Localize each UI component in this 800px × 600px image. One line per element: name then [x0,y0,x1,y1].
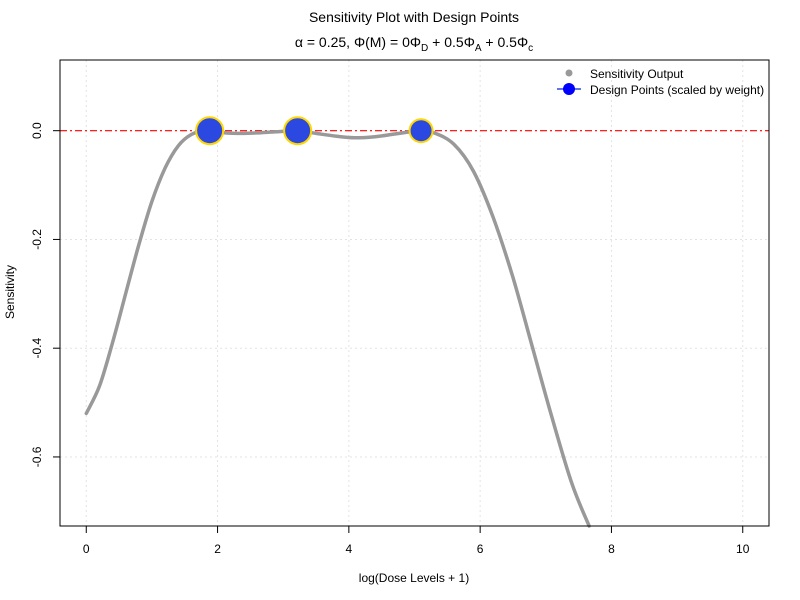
legend-sensitivity-label: Sensitivity Output [590,67,684,81]
legend-sensitivity-symbol [565,69,573,77]
subtitle-phi-c: Φ [517,34,528,50]
y-tick-label-1: -0.2 [30,229,44,250]
y-axis-label: Sensitivity [3,265,17,319]
x-tick-label-5: 10 [736,542,750,556]
subtitle-alpha-value: = 0.25, [303,34,354,50]
y-tick-label-3: -0.6 [30,446,44,467]
x-tick-label-2: 4 [346,542,353,556]
x-tick-label-0: 0 [83,542,90,556]
subtitle-sub-d: D [421,43,428,54]
y-axis-ticks: 0.0 -0.2 -0.4 -0.6 [30,122,60,467]
design-point-0 [195,116,225,146]
subtitle-phi-a: Φ [464,34,475,50]
chart-subtitle: α = 0.25, Φ(M) = 0ΦD + 0.5ΦA + 0.5Φc [295,34,533,54]
subtitle-alpha: α [295,34,303,50]
subtitle-phi: Φ [354,34,365,50]
x-tick-label-1: 2 [214,542,221,556]
legend: Sensitivity Output Design Points (scaled… [557,67,764,97]
plot-frame [59,59,770,527]
sensitivity-output-curve [84,128,591,528]
y-tick-label-2: -0.4 [30,338,44,359]
x-axis-ticks: 0 2 4 6 8 10 [83,526,750,556]
subtitle-sub-a: A [475,43,482,54]
subtitle-plus-1: + 0.5 [428,34,464,50]
design-point-1 [283,116,313,146]
design-points [195,116,434,146]
subtitle-equals: = 0 [386,34,410,50]
x-tick-label-3: 6 [477,542,484,556]
x-axis-label: log(Dose Levels + 1) [359,571,469,585]
chart-title: Sensitivity Plot with Design Points [309,9,519,25]
legend-design-symbol [563,83,575,95]
design-point-2 [408,118,434,144]
subtitle-phi-d: Φ [410,34,421,50]
x-tick-label-4: 8 [608,542,615,556]
subtitle-sub-c: c [528,43,533,54]
subtitle-phi-arg: (M) [365,34,386,50]
subtitle-plus-2: + 0.5 [482,34,518,50]
legend-design-label: Design Points (scaled by weight) [590,83,764,97]
y-tick-label-0: 0.0 [30,122,44,139]
